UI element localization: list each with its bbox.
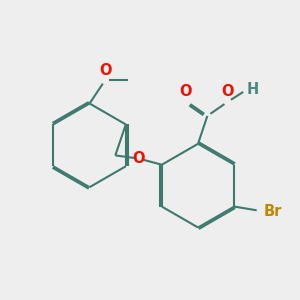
Text: O: O (221, 85, 234, 100)
Text: Br: Br (264, 204, 282, 219)
Text: O: O (179, 85, 192, 100)
Text: H: H (247, 82, 259, 97)
Text: O: O (132, 151, 145, 166)
Text: O: O (99, 63, 111, 78)
